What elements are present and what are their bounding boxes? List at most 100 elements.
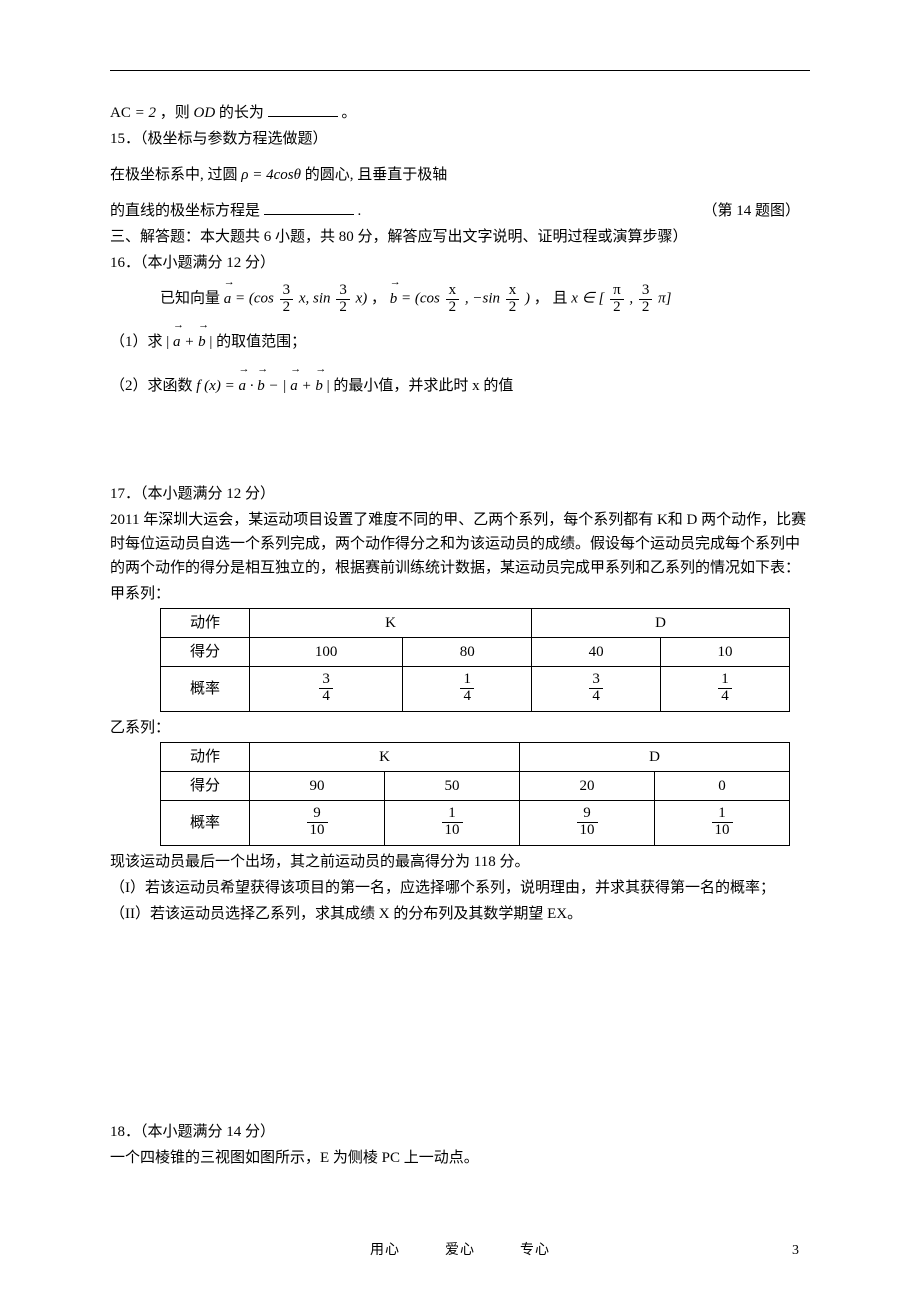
cell: 80 xyxy=(403,637,532,666)
q15-eq: ρ = 4cosθ xyxy=(241,167,304,183)
q16-label: 16．（本小题满分 12 分） xyxy=(110,251,810,275)
footer-text: 用心 爱心 专心 xyxy=(370,1243,550,1258)
q16-comma2: , xyxy=(629,291,637,307)
q16-aeq: = (cos xyxy=(235,291,274,307)
q15-line2: 的直线的极坐标方程是 . （第 14 题图） xyxy=(110,199,810,223)
q16-close: ) xyxy=(525,291,530,307)
cell: 10 xyxy=(661,637,790,666)
q17-p1: 2011 年深圳大运会，某运动项目设置了难度不同的甲、乙两个系列，每个系列都有 … xyxy=(110,508,810,580)
q16-s2end: | 的最小值，并求此时 x 的值 xyxy=(327,378,514,394)
fig14-note: （第 14 题图） xyxy=(702,199,800,223)
q15-l2b: . xyxy=(358,203,362,219)
vec-b-1: b xyxy=(390,285,398,311)
vec-b-4: b xyxy=(315,372,323,398)
q16-minus: − | xyxy=(268,378,290,394)
q16-intro: 已知向量 a = (cos 32 x, sin 32 x) ， b = (cos… xyxy=(160,283,810,316)
q16-negsin: , −sin xyxy=(465,291,500,307)
table-row: 得分 100 80 40 10 xyxy=(161,637,790,666)
q17-p3: （I）若该运动员希望获得该项目的第一名，应选择哪个系列，说明理由，并求其获得第一… xyxy=(110,876,810,900)
q16-x2: x) xyxy=(356,291,368,307)
th-k: K xyxy=(250,742,520,771)
q15-line1: 在极坐标系中, 过圆 ρ = 4cosθ 的圆心, 且垂直于极轴 xyxy=(110,163,810,187)
q16-s1a: （1）求 | xyxy=(110,334,173,350)
th-d: D xyxy=(532,608,790,637)
table-row: 动作 K D xyxy=(161,742,790,771)
footer: 用心 爱心 专心 3 xyxy=(0,1240,920,1262)
series-b-label: 乙系列： xyxy=(110,716,810,740)
vec-b-3: b xyxy=(257,372,265,398)
vec-a-4: a xyxy=(290,372,298,398)
q16-x1: x, sin xyxy=(299,291,331,307)
series-a-label: 甲系列： xyxy=(110,582,810,606)
ac-suffix: 。 xyxy=(341,105,356,121)
q16-dot: · xyxy=(250,378,258,394)
table-series-b: 动作 K D 得分 90 50 20 0 概率 910 110 910 110 xyxy=(160,742,790,846)
line-ac: AC = 2 ，则 OD 的长为 。 xyxy=(110,101,810,125)
th-score: 得分 xyxy=(161,771,250,800)
cell: 100 xyxy=(250,637,403,666)
top-rule xyxy=(110,70,810,71)
th-prob: 概率 xyxy=(161,666,250,711)
spacer-3 xyxy=(110,928,810,1118)
q16-sub2: （2）求函数 f (x) = a · b − | a + b | 的最小值，并求… xyxy=(110,372,810,398)
cell: 34 xyxy=(532,666,661,711)
cell: 110 xyxy=(385,800,520,845)
cell: 20 xyxy=(520,771,655,800)
q16-s1end: | 的取值范围； xyxy=(209,334,306,350)
q17-label: 17．（本小题满分 12 分） xyxy=(110,482,810,506)
ac-cn: ，则 OD 的长为 xyxy=(160,105,264,121)
cell: 910 xyxy=(250,800,385,845)
vec-b-2: b xyxy=(198,328,206,354)
q16-fx: f (x) = xyxy=(196,378,238,394)
cell: 40 xyxy=(532,637,661,666)
table-series-a: 动作 K D 得分 100 80 40 10 概率 34 14 34 14 xyxy=(160,608,790,712)
blank-od xyxy=(268,101,338,117)
page-number: 3 xyxy=(792,1240,800,1262)
cell: 90 xyxy=(250,771,385,800)
q16-comma1: ， xyxy=(371,291,390,307)
frac-3-2-a: 32 xyxy=(280,283,294,316)
frac-x-2-a: x2 xyxy=(446,283,460,316)
table-row: 动作 K D xyxy=(161,608,790,637)
frac-x-2-b: x2 xyxy=(506,283,520,316)
th-score: 得分 xyxy=(161,637,250,666)
frac-pi-2: π2 xyxy=(610,283,624,316)
cell: 0 xyxy=(655,771,790,800)
vec-a-3: a xyxy=(238,372,246,398)
cell: 910 xyxy=(520,800,655,845)
ac-text: AC = 2 xyxy=(110,105,156,121)
th-action: 动作 xyxy=(161,742,250,771)
th-prob: 概率 xyxy=(161,800,250,845)
q17-p2: 现该运动员最后一个出场，其之前运动员的最高得分为 118 分。 xyxy=(110,850,810,874)
q16-beq: = (cos xyxy=(401,291,440,307)
q17-p4: （II）若该运动员选择乙系列，求其成绩 X 的分布列及其数学期望 EX。 xyxy=(110,902,810,926)
q16-piclose: π] xyxy=(658,291,671,307)
cell: 14 xyxy=(661,666,790,711)
vec-a-2: a xyxy=(173,328,181,354)
table-row: 概率 34 14 34 14 xyxy=(161,666,790,711)
th-d: D xyxy=(520,742,790,771)
q16-intro-text: 已知向量 xyxy=(160,291,224,307)
q16-plus1: + xyxy=(184,334,198,350)
spacer-1 xyxy=(110,400,810,440)
q16-s2a: （2）求函数 xyxy=(110,378,196,394)
th-k: K xyxy=(250,608,532,637)
cell: 110 xyxy=(655,800,790,845)
q16-plus2: + xyxy=(301,378,315,394)
q16-xin: x ∈ [ xyxy=(571,291,604,307)
q18-p1: 一个四棱锥的三视图如图所示，E 为侧棱 PC 上一动点。 xyxy=(110,1146,810,1170)
q16-and: ， 且 xyxy=(534,291,572,307)
frac-3-2-c: 32 xyxy=(639,283,653,316)
cell: 34 xyxy=(250,666,403,711)
vec-a-1: a xyxy=(224,285,232,311)
q18-label: 18．（本小题满分 14 分） xyxy=(110,1120,810,1144)
spacer-2 xyxy=(110,440,810,480)
page: AC = 2 ，则 OD 的长为 。 15．（极坐标与参数方程选做题） 在极坐标… xyxy=(0,0,920,1302)
section3-title: 三、解答题：本大题共 6 小题，共 80 分，解答应写出文字说明、证明过程或演算… xyxy=(110,225,810,249)
q15-l1c: 的圆心, 且垂直于极轴 xyxy=(305,167,448,183)
blank-polar xyxy=(264,199,354,215)
frac-3-2-b: 32 xyxy=(336,283,350,316)
th-action: 动作 xyxy=(161,608,250,637)
table-row: 概率 910 110 910 110 xyxy=(161,800,790,845)
q15-l1a: 在极坐标系中, 过圆 xyxy=(110,167,238,183)
